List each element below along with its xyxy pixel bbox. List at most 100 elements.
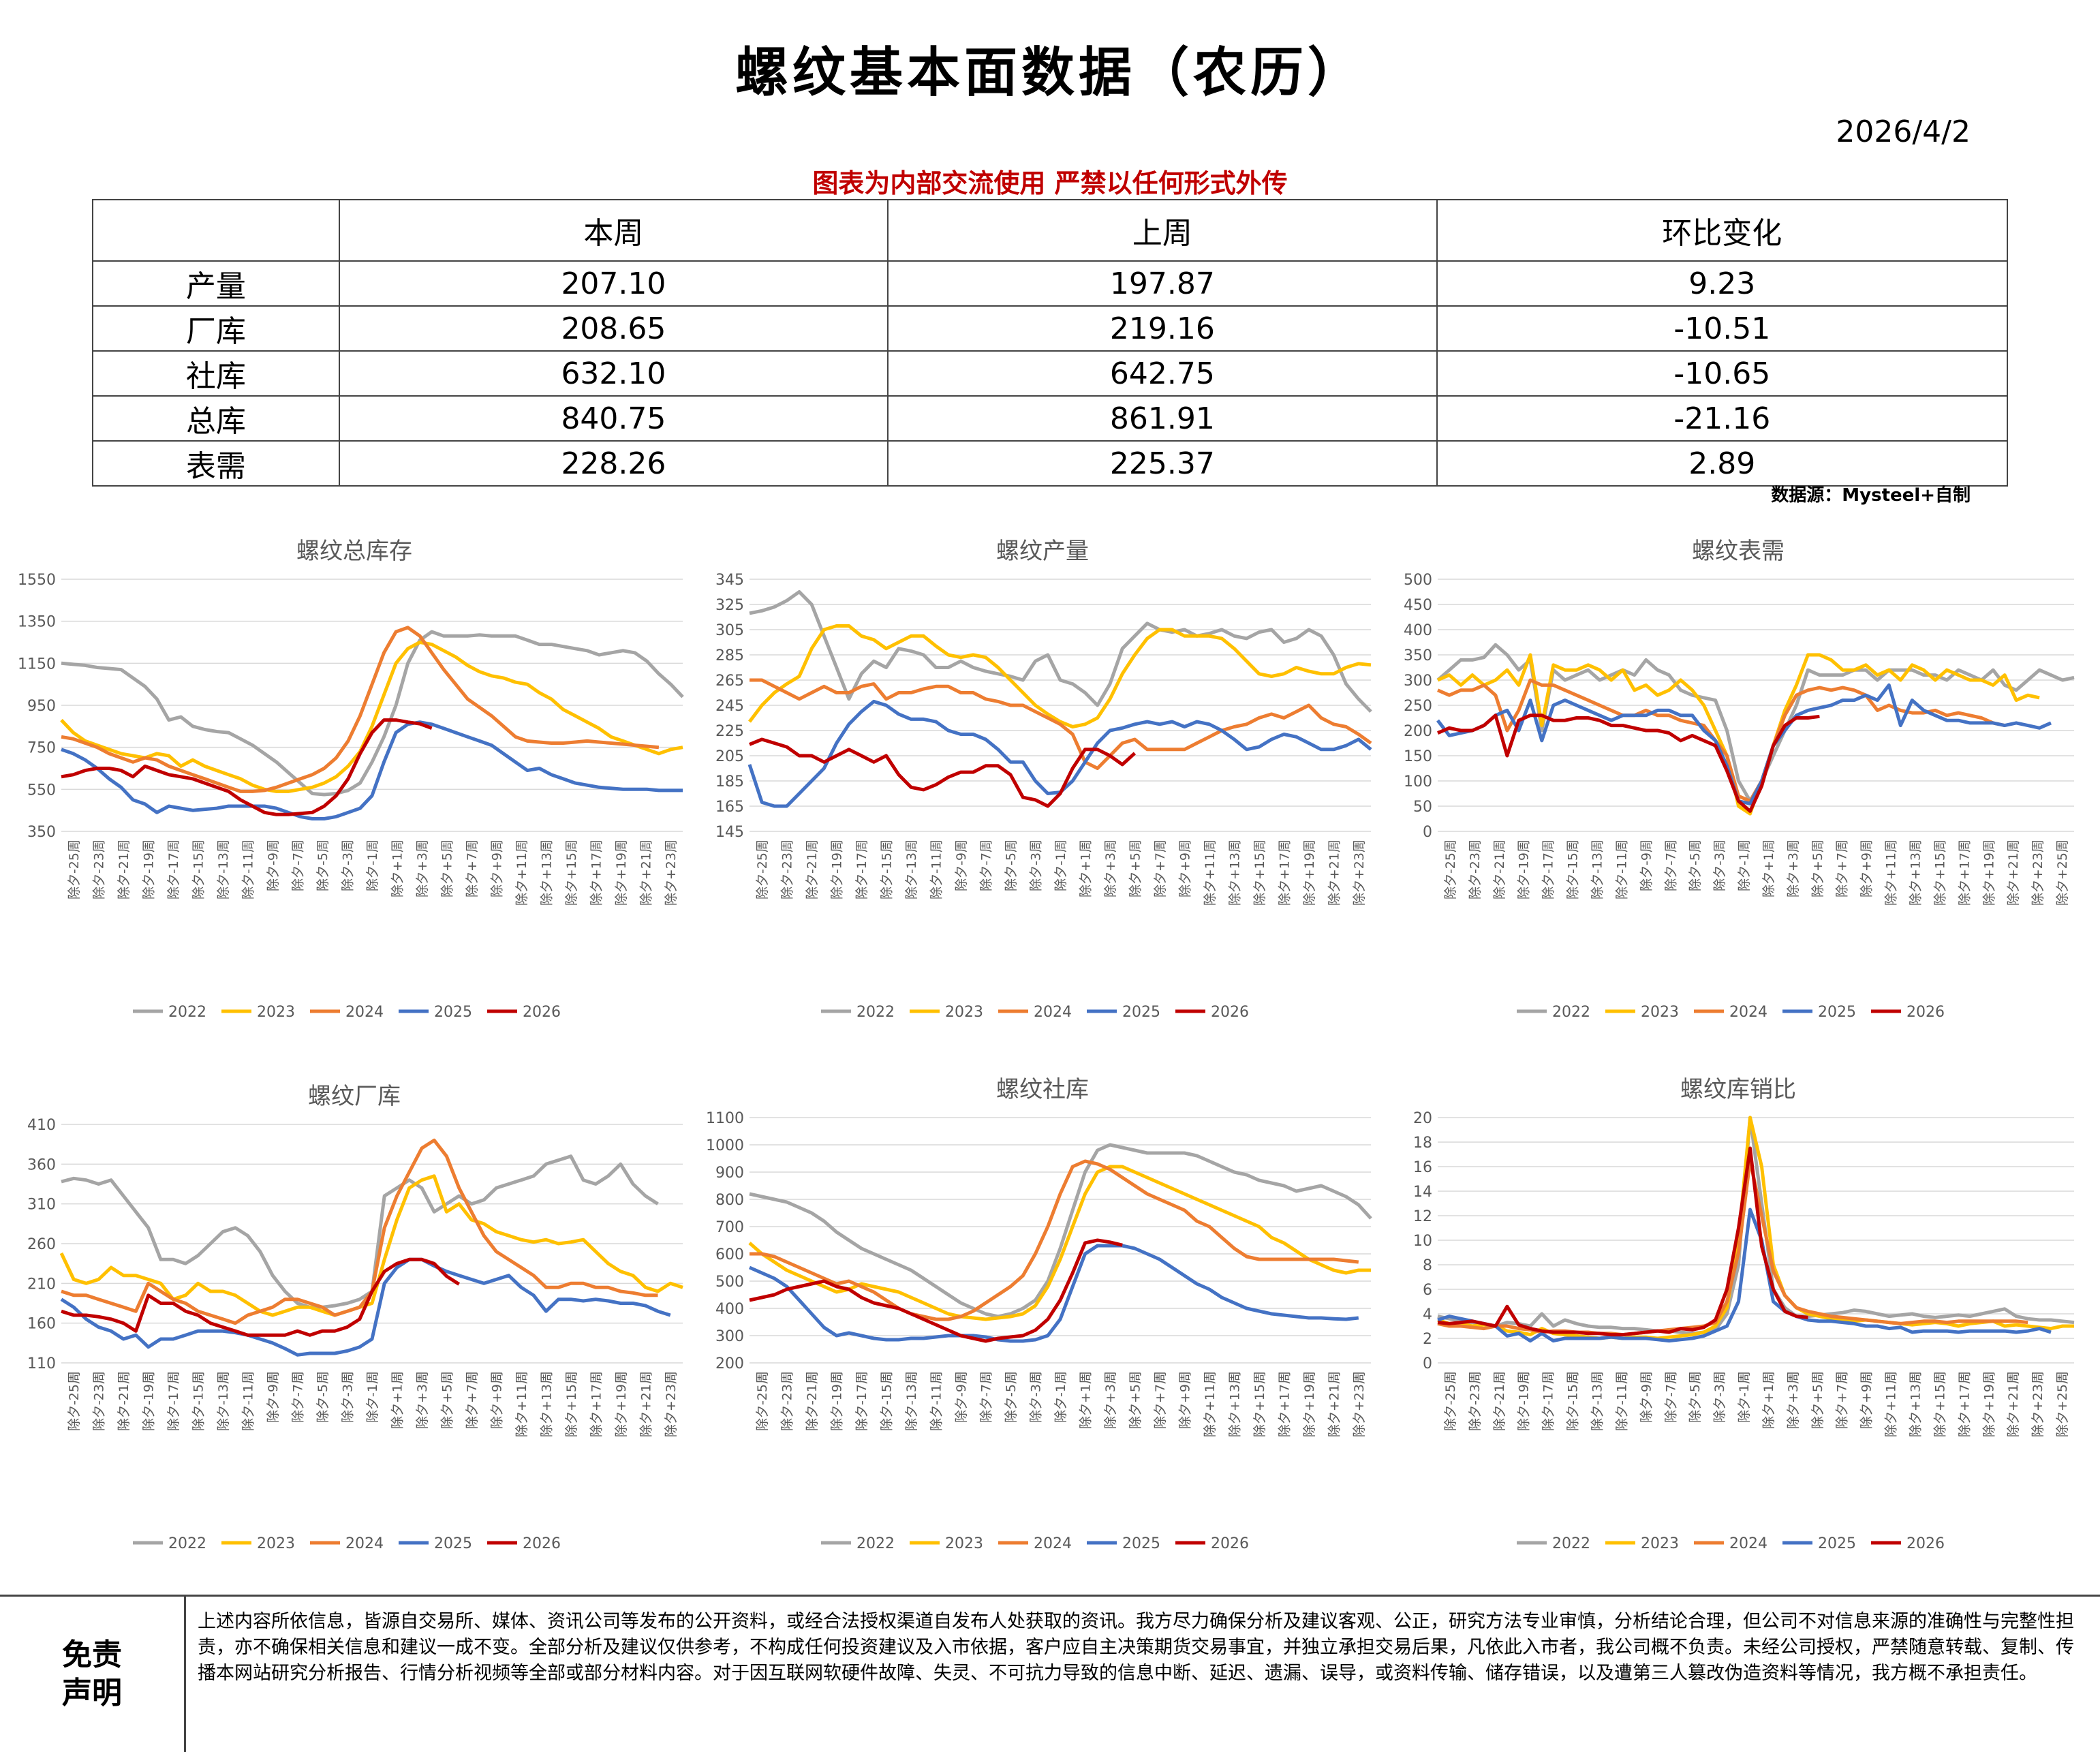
y-tick-label: 360 bbox=[27, 1156, 56, 1173]
x-tick-label: 除夕-15周 bbox=[880, 840, 895, 900]
cell-last-week: 219.16 bbox=[887, 305, 1438, 352]
legend-label: 2023 bbox=[945, 1004, 983, 1021]
y-tick-label: 200 bbox=[715, 1355, 744, 1372]
x-tick-label: 除夕+9周 bbox=[1859, 840, 1874, 897]
y-tick-label: 205 bbox=[715, 748, 744, 765]
x-tick-label: 除夕-25周 bbox=[1443, 840, 1458, 900]
y-tick-label: 0 bbox=[1423, 1355, 1432, 1372]
chart-factory-inventory: 螺纹厂库 110 160 210 260 310 360 410 除夕-25周 除夕-23周 除夕-… bbox=[14, 1077, 695, 1567]
x-tick-label: 除夕+1周 bbox=[1761, 1371, 1776, 1429]
series-line-2026 bbox=[749, 737, 1137, 808]
chart-production: 螺纹产量 145 165 185 205 225 245 265 285 305 325 345 除夕-… bbox=[702, 532, 1383, 1036]
x-tick-label: 除夕-13周 bbox=[216, 1371, 231, 1431]
series-line-2022 bbox=[1437, 1116, 2075, 1336]
x-tick-label: 除夕-21周 bbox=[805, 1371, 820, 1431]
x-tick-label: 除夕-11周 bbox=[1614, 1371, 1629, 1431]
series-line-2022 bbox=[749, 1143, 1372, 1319]
x-tick-label: 除夕-7周 bbox=[979, 1371, 994, 1423]
y-tick-label: 700 bbox=[715, 1219, 744, 1236]
summary-table: 本周 上周 环比变化 产量 207.10 197.87 9.23 厂库 208.… bbox=[92, 199, 2009, 487]
x-tick-label: 除夕+17周 bbox=[1277, 840, 1292, 906]
legend-label: 2023 bbox=[945, 1535, 983, 1552]
y-tick-label: 150 bbox=[1404, 748, 1432, 765]
x-tick-label: 除夕+7周 bbox=[1153, 1371, 1168, 1429]
data-source: 数据源：Mysteel+自制 bbox=[1771, 485, 1971, 506]
x-tick-label: 除夕-17周 bbox=[166, 1371, 181, 1431]
y-tick-label: 450 bbox=[1404, 597, 1432, 614]
x-tick-label: 除夕+23周 bbox=[1352, 840, 1367, 906]
y-tick-label: 185 bbox=[715, 773, 744, 790]
legend-label: 2025 bbox=[434, 1004, 472, 1021]
chart-total-inventory: 螺纹总库存 350 550 750 950 1150 1350 1550 除夕-25周 除夕-23… bbox=[14, 532, 695, 1036]
y-tick-label: 1350 bbox=[18, 614, 56, 631]
x-tick-label: 除夕+5周 bbox=[1810, 840, 1825, 897]
x-tick-label: 除夕+9周 bbox=[1177, 840, 1192, 897]
series-line-2026 bbox=[61, 1257, 461, 1337]
row-label: 产量 bbox=[92, 260, 340, 307]
x-tick-label: 除夕+19周 bbox=[1981, 1371, 1996, 1437]
x-tick-label: 除夕-3周 bbox=[341, 1371, 356, 1423]
x-tick-label: 除夕+23周 bbox=[664, 840, 679, 906]
x-tick-label: 除夕-3周 bbox=[1029, 840, 1044, 891]
x-tick-label: 除夕-1周 bbox=[1737, 1371, 1752, 1423]
y-tick-label: 10 bbox=[1413, 1233, 1432, 1250]
y-tick-label: 14 bbox=[1413, 1184, 1432, 1201]
series-line-2026 bbox=[1437, 713, 1820, 813]
x-tick-label: 除夕-21周 bbox=[117, 840, 132, 900]
cell-change: 9.23 bbox=[1436, 260, 2009, 307]
x-tick-label: 除夕-1周 bbox=[1737, 840, 1752, 891]
table-row: 总库 840.75 861.91 -21.16 bbox=[92, 395, 2009, 442]
legend-label: 2022 bbox=[856, 1004, 895, 1021]
x-tick-label: 除夕+23周 bbox=[664, 1371, 679, 1437]
x-tick-label: 除夕+17周 bbox=[589, 1371, 604, 1437]
legend-label: 2026 bbox=[523, 1535, 561, 1552]
x-tick-label: 除夕+9周 bbox=[1177, 1371, 1192, 1429]
legend-label: 2024 bbox=[345, 1535, 384, 1552]
y-tick-label: 265 bbox=[715, 673, 744, 690]
x-tick-label: 除夕+19周 bbox=[1302, 840, 1317, 906]
x-tick-label: 除夕+17周 bbox=[1957, 1371, 1972, 1437]
series-line-2025 bbox=[748, 1244, 1359, 1343]
x-tick-label: 除夕+21周 bbox=[638, 840, 653, 906]
legend-label: 2024 bbox=[1729, 1004, 1767, 1021]
series-line-2024 bbox=[61, 626, 660, 793]
chart-title: 螺纹库销比 bbox=[1680, 1076, 1796, 1103]
y-tick-label: 6 bbox=[1423, 1282, 1432, 1299]
y-tick-label: 800 bbox=[715, 1192, 744, 1209]
x-tick-label: 除夕-19周 bbox=[830, 1371, 845, 1431]
y-tick-label: 250 bbox=[1404, 698, 1432, 715]
x-tick-label: 除夕+19周 bbox=[1981, 840, 1996, 906]
legend-label: 2023 bbox=[1641, 1004, 1679, 1021]
x-tick-label: 除夕+11周 bbox=[1884, 840, 1899, 906]
y-tick-label: 0 bbox=[1423, 824, 1432, 841]
x-tick-label: 除夕-1周 bbox=[1053, 1371, 1068, 1423]
y-tick-label: 8 bbox=[1423, 1257, 1432, 1274]
x-tick-label: 除夕-17周 bbox=[166, 840, 181, 900]
series-line-2022 bbox=[61, 1154, 659, 1309]
legend-label: 2022 bbox=[168, 1535, 206, 1552]
x-tick-label: 除夕-25周 bbox=[67, 1371, 82, 1431]
x-tick-label: 除夕-19周 bbox=[142, 840, 157, 900]
x-tick-label: 除夕-25周 bbox=[755, 840, 770, 900]
x-tick-label: 除夕-19周 bbox=[1517, 1371, 1532, 1431]
x-tick-label: 除夕-5周 bbox=[1004, 840, 1019, 891]
legend-label: 2022 bbox=[1552, 1535, 1590, 1552]
x-tick-label: 除夕+7周 bbox=[465, 840, 480, 897]
x-tick-label: 除夕-5周 bbox=[315, 840, 330, 891]
y-tick-label: 2 bbox=[1423, 1331, 1432, 1348]
x-tick-label: 除夕+19周 bbox=[1302, 1371, 1317, 1437]
cell-change: -21.16 bbox=[1436, 395, 2009, 442]
y-tick-label: 50 bbox=[1413, 799, 1432, 816]
x-tick-label: 除夕+11周 bbox=[514, 840, 529, 906]
x-tick-label: 除夕-11周 bbox=[241, 1371, 256, 1431]
chart-title: 螺纹总库存 bbox=[296, 538, 412, 565]
chart-title: 螺纹厂库 bbox=[308, 1083, 401, 1110]
series-line-2023 bbox=[1437, 1116, 2074, 1340]
disclaimer-label-line1: 免责 bbox=[62, 1638, 122, 1672]
x-tick-label: 除夕+17周 bbox=[1957, 840, 1972, 906]
y-tick-label: 20 bbox=[1413, 1110, 1432, 1127]
x-tick-label: 除夕-3周 bbox=[1712, 1371, 1727, 1423]
x-tick-label: 除夕+3周 bbox=[415, 1371, 430, 1429]
x-tick-label: 除夕+7周 bbox=[1835, 1371, 1850, 1429]
